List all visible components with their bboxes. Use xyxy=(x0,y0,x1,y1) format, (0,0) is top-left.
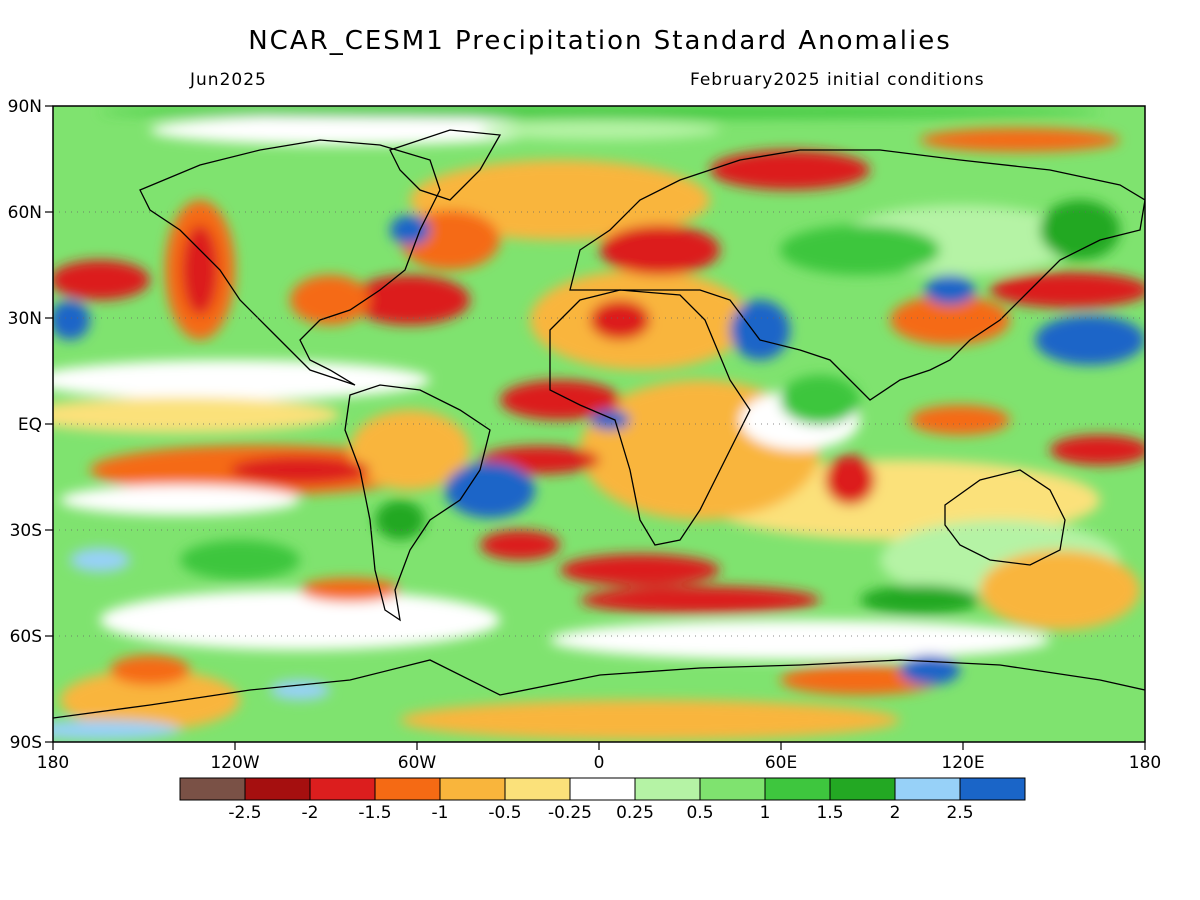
lat-label: EQ xyxy=(18,415,42,435)
colorbar-swatch xyxy=(829,777,896,801)
eurasia-coast xyxy=(569,149,1145,401)
north-america-coast xyxy=(139,139,441,386)
colorbar-swatch xyxy=(309,777,376,801)
lat-label: 30N xyxy=(8,309,42,329)
lon-labels: 180 120W 60W 0 60E 120E 180 xyxy=(37,753,1161,773)
colorbar xyxy=(179,777,1026,801)
lon-label: 60W xyxy=(398,753,437,773)
colorbar-label: 2 xyxy=(890,803,901,823)
africa-coast xyxy=(549,289,751,546)
antarctica-coast xyxy=(53,659,1145,719)
lon-tick-marks xyxy=(52,742,1146,750)
colorbar-swatch xyxy=(504,777,571,801)
colorbar-swatch xyxy=(244,777,311,801)
lat-label: 90N xyxy=(8,97,42,117)
anomaly-patches xyxy=(53,106,1145,740)
australia-coast xyxy=(944,469,1066,566)
coastlines xyxy=(53,129,1145,719)
colorbar-label: -1 xyxy=(432,803,449,823)
lon-label: 60E xyxy=(765,753,797,773)
colorbar-label: 1.5 xyxy=(816,803,843,823)
lat-label: 90S xyxy=(10,733,42,753)
colorbar-label: -0.5 xyxy=(488,803,521,823)
colorbar-swatch xyxy=(569,777,636,801)
colorbar-labels: -2.5 -2 -1.5 -1 -0.5 -0.25 0.25 0.5 1 1.5 2 2.5 xyxy=(228,803,973,823)
gridlines xyxy=(53,211,1145,637)
forecast-month: Jun2025 xyxy=(190,70,267,90)
lat-label: 60N xyxy=(8,203,42,223)
colorbar-swatch xyxy=(894,777,961,801)
lon-label: 120W xyxy=(210,753,259,773)
lat-labels: 90N 60N 30N EQ 30S 60S 90S xyxy=(8,97,42,753)
colorbar-swatch xyxy=(959,777,1026,801)
colorbar-swatch xyxy=(439,777,506,801)
colorbar-label: -2.5 xyxy=(228,803,261,823)
colorbar-label: 1 xyxy=(760,803,771,823)
lat-label: 60S xyxy=(10,627,42,647)
colorbar-label: -0.25 xyxy=(548,803,592,823)
page-title: NCAR_CESM1 Precipitation Standard Anomal… xyxy=(248,26,952,56)
colorbar-label: 0.25 xyxy=(616,803,654,823)
colorbar-swatch xyxy=(764,777,831,801)
lon-label: 0 xyxy=(594,753,605,773)
lat-tick-marks xyxy=(45,105,53,743)
initial-conditions: February2025 initial conditions xyxy=(690,70,985,90)
colorbar-label: 2.5 xyxy=(946,803,973,823)
lon-label: 120E xyxy=(941,753,984,773)
colorbar-swatch xyxy=(699,777,766,801)
colorbar-label: -1.5 xyxy=(358,803,391,823)
colorbar-swatch xyxy=(179,777,246,801)
south-america-coast xyxy=(344,384,491,622)
lon-label: 180 xyxy=(1129,753,1161,773)
colorbar-label: -2 xyxy=(302,803,319,823)
colorbar-swatch xyxy=(634,777,701,801)
anomaly-field xyxy=(53,106,1145,742)
colorbar-swatch xyxy=(374,777,441,801)
colorbar-label: 0.5 xyxy=(686,803,713,823)
lon-label: 180 xyxy=(37,753,69,773)
greenland-coast xyxy=(389,129,502,201)
lat-label: 30S xyxy=(10,521,42,541)
